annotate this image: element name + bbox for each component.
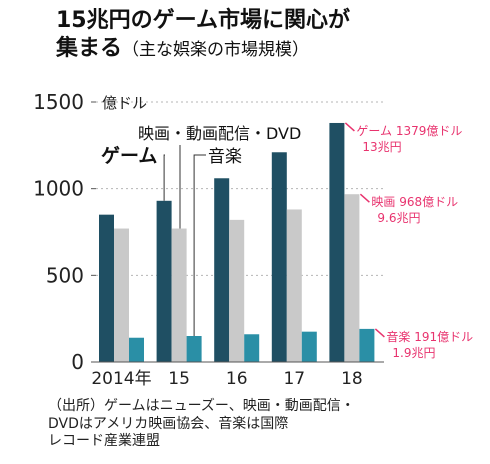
- chart-title: 15兆円のゲーム市場に関心が: [56, 8, 350, 33]
- x-tick-label: 18: [341, 369, 363, 389]
- source-note: （出所）ゲームはニューズー、映画・動画配信・ DVDはアメリカ映画協会、音楽は国…: [48, 398, 355, 451]
- annotation-arrow: [359, 193, 370, 203]
- x-tick-label: 2014年: [91, 369, 151, 389]
- annotation-yen: 1.9兆円: [392, 346, 435, 360]
- x-tick-label: 15: [168, 369, 190, 389]
- bar: [229, 219, 245, 362]
- bar: [114, 228, 129, 362]
- bar: [286, 209, 302, 362]
- title-main: 集まる: [56, 36, 123, 61]
- bar: [99, 214, 114, 362]
- y-tick-label: 0: [71, 350, 84, 374]
- annotation-value: ゲーム 1379億ドル: [356, 124, 462, 138]
- series-label-movie: 映画・動画配信・DVD: [138, 124, 301, 143]
- source-line-1: （出所）ゲームはニューズー、映画・動画配信・: [48, 398, 355, 414]
- y-tick-label: 500: [46, 263, 84, 287]
- annotation-yen: 9.6兆円: [377, 211, 420, 225]
- bar: [244, 334, 260, 362]
- bar: [359, 328, 375, 362]
- series-label-music: 音楽: [208, 147, 242, 167]
- bar: [129, 337, 144, 362]
- bar: [171, 228, 187, 362]
- bar: [301, 331, 317, 362]
- annotation-arrow: [344, 122, 355, 132]
- source-line-2: DVDはアメリカ映画協会、音楽は国際: [48, 415, 289, 432]
- series-label-game: ゲーム: [101, 145, 157, 167]
- leader-line-music: [193, 154, 206, 336]
- x-tick-label: 17: [283, 369, 305, 389]
- x-tick-label: 16: [226, 369, 248, 389]
- source-line-3: レコード産業連盟: [48, 433, 160, 449]
- bar: [156, 200, 172, 362]
- bar: [329, 122, 345, 363]
- bar: [186, 336, 202, 362]
- chart-title-line2: 集まる（主な娯楽の市場規模）: [56, 38, 309, 60]
- annotation-value: 音楽 191億ドル: [386, 329, 473, 344]
- leader-line-game: [163, 154, 165, 201]
- y-axis-label: 億ドル: [102, 94, 147, 112]
- bar: [214, 178, 230, 362]
- y-tick-label: 1000: [33, 177, 84, 201]
- bar: [344, 194, 360, 362]
- y-tick-label: 1500: [33, 90, 84, 114]
- title-subtitle: （主な娯楽の市場規模）: [122, 40, 310, 60]
- annotation-yen: 13兆円: [362, 140, 401, 154]
- bar: [271, 152, 287, 362]
- annotation-arrow: [374, 328, 385, 338]
- annotation-value: 映画 968億ドル: [371, 195, 458, 209]
